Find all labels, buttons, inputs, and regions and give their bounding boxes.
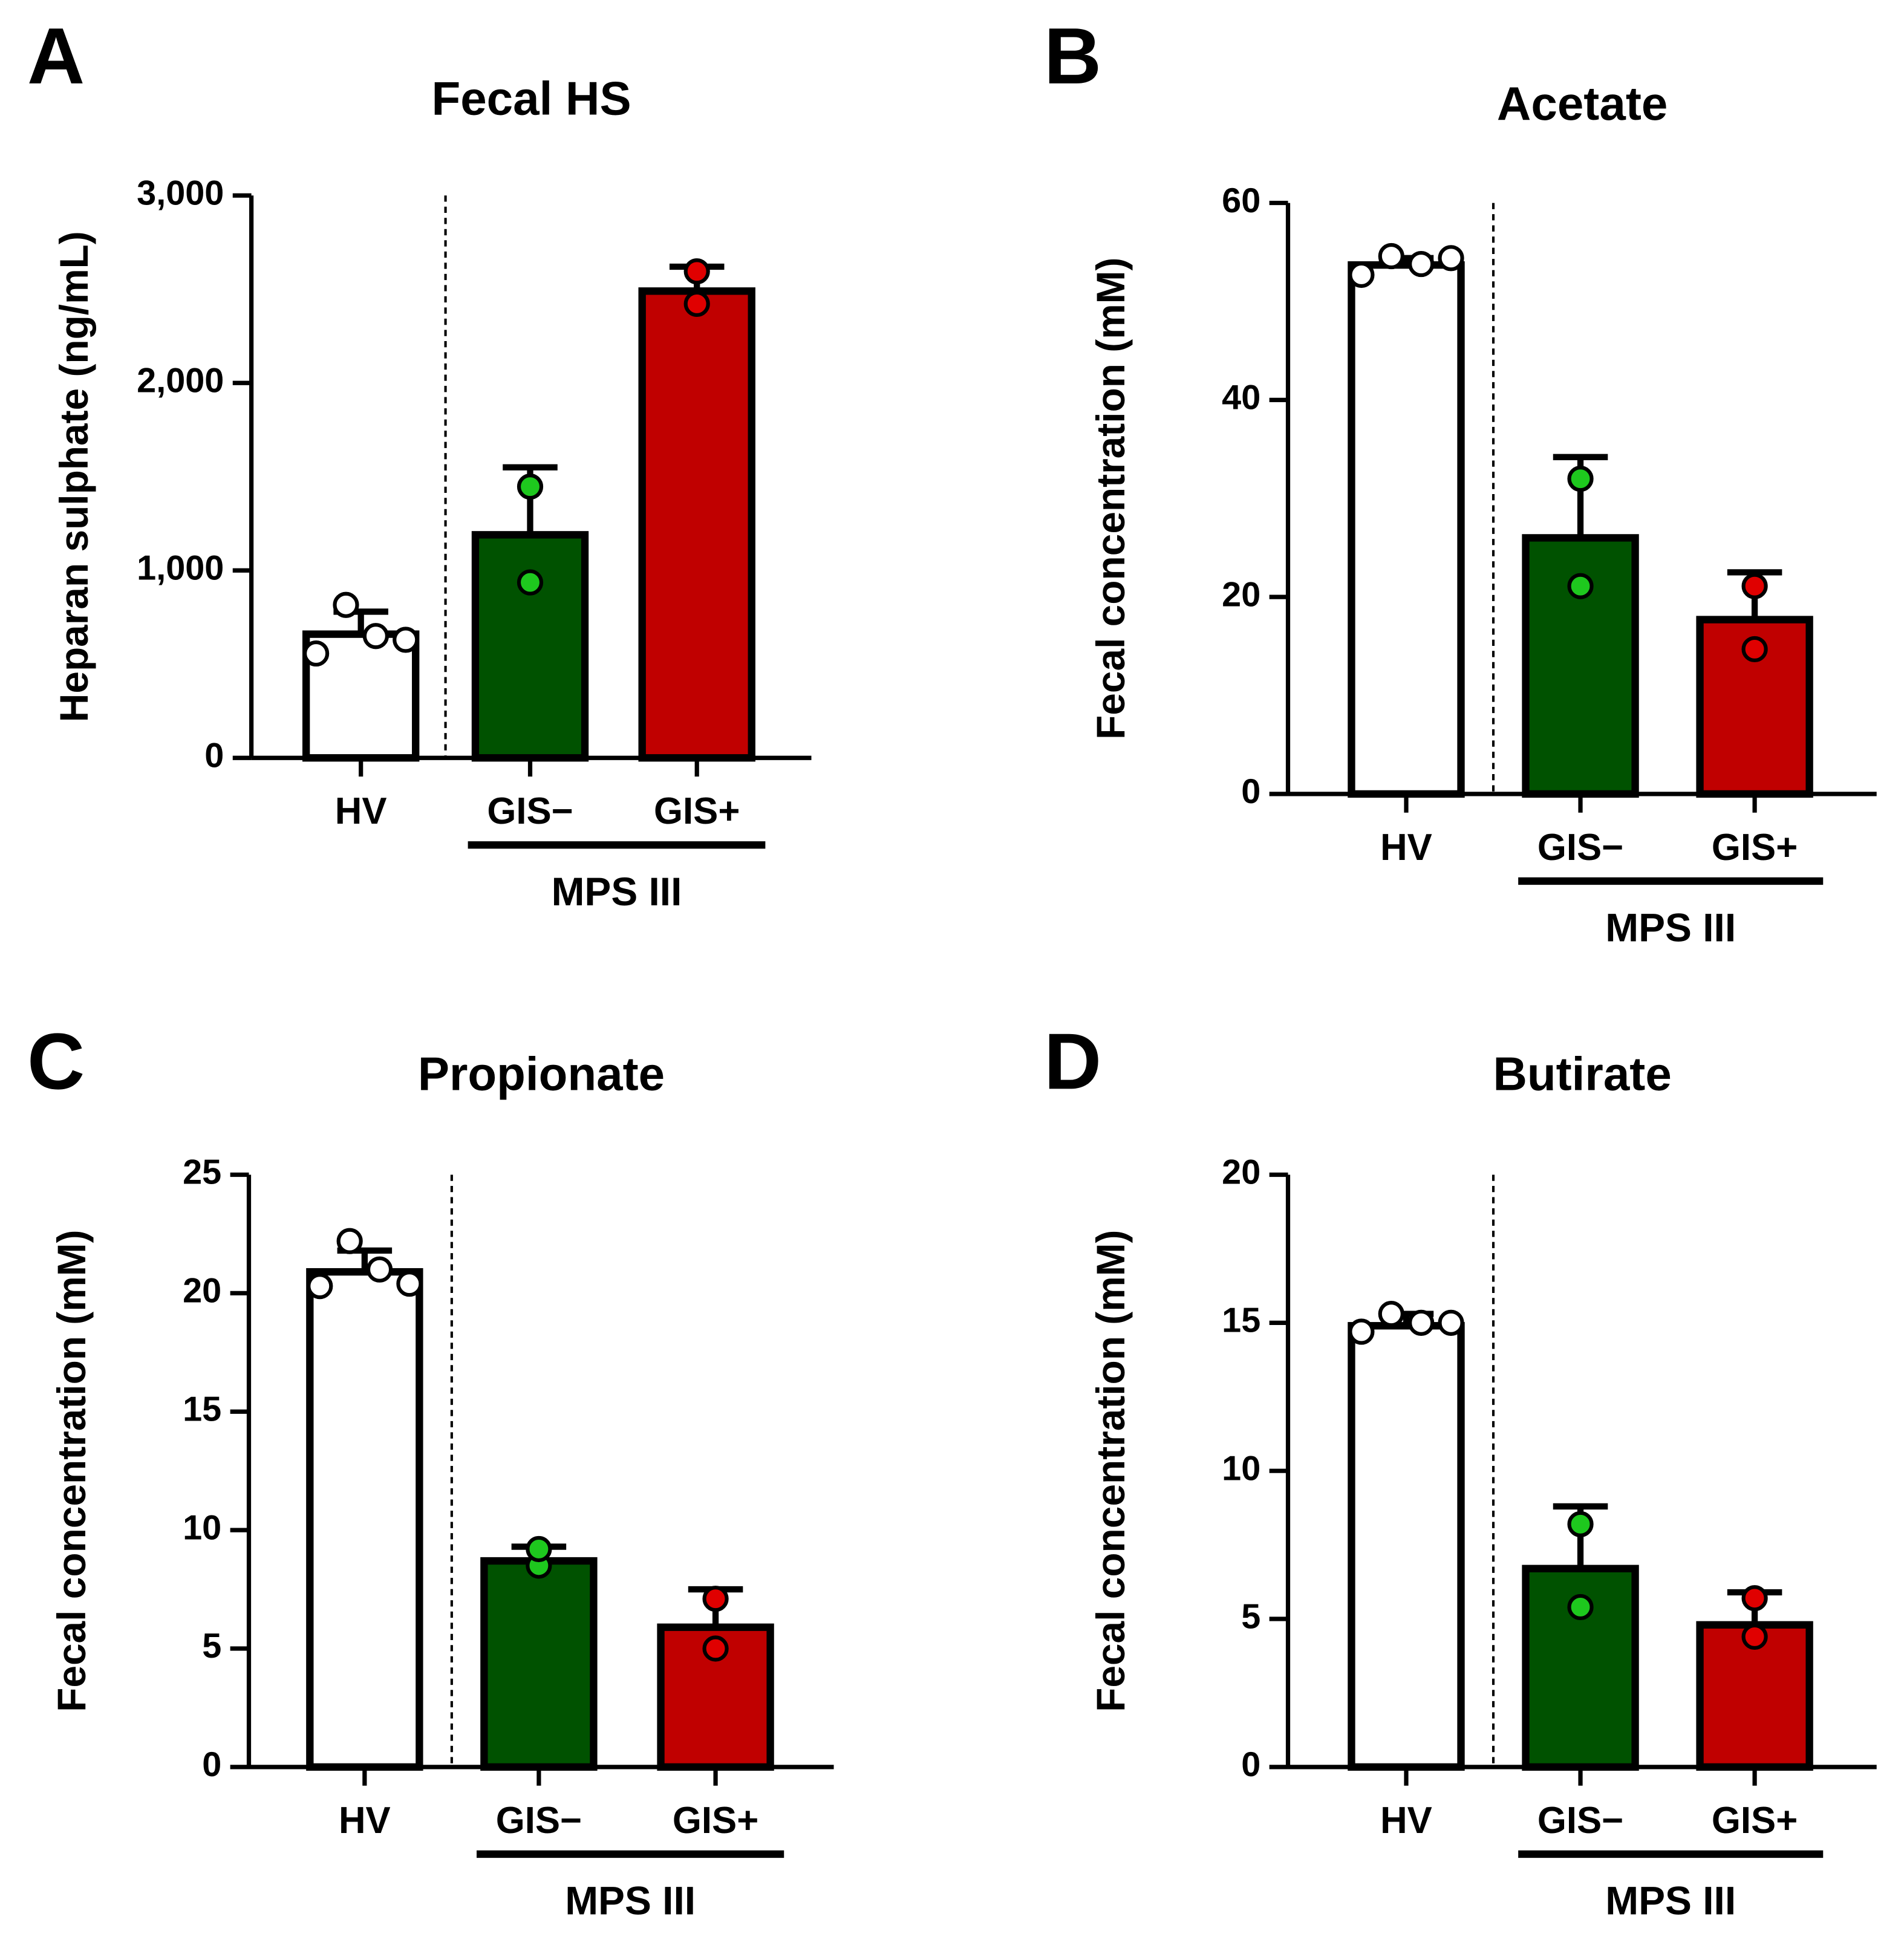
bar: [471, 531, 589, 762]
data-point: [336, 1228, 363, 1254]
bar: [638, 287, 755, 762]
data-point: [1378, 1301, 1404, 1327]
panel-letter: D: [1044, 1017, 1101, 1105]
y-tick-label: 10: [183, 1508, 221, 1547]
x-tick-label: HV: [335, 790, 387, 832]
x-tick-label: GIS−: [1537, 1800, 1623, 1841]
data-point: [702, 1635, 729, 1662]
panel-letter: C: [27, 1017, 85, 1105]
group-label: MPS III: [565, 1878, 696, 1923]
y-tick-label: 0: [202, 1745, 221, 1784]
data-point: [307, 1273, 333, 1300]
x-tick-label: GIS+: [1712, 827, 1798, 868]
panel-letter: B: [1044, 11, 1101, 100]
y-tick-label: 0: [204, 736, 224, 775]
x-tick-label: GIS−: [496, 1800, 582, 1841]
y-axis-label: Fecal concentration (mM): [1088, 258, 1133, 740]
x-tick-label: GIS+: [1712, 1800, 1798, 1841]
data-point: [362, 623, 389, 650]
group-label: MPS III: [552, 869, 682, 914]
x-tick-label: GIS+: [654, 790, 740, 832]
data-point: [1567, 1594, 1594, 1621]
data-point: [683, 290, 710, 317]
x-tick-label: HV: [1380, 827, 1432, 868]
y-axis-label: Fecal concentration (mM): [49, 1230, 94, 1712]
group-label: MPS III: [1605, 1878, 1736, 1923]
chart-title: Fecal HS: [431, 72, 631, 125]
y-tick-label: 40: [1222, 379, 1260, 417]
x-tick-label: GIS−: [487, 790, 573, 832]
data-point: [1741, 573, 1768, 599]
y-tick-label: 60: [1222, 181, 1260, 220]
chart-title: Propionate: [418, 1047, 665, 1101]
y-axis-label: Heparan sulphate (ng/mL): [51, 231, 96, 722]
data-point: [1348, 1318, 1375, 1345]
y-tick-label: 0: [1241, 772, 1260, 811]
data-point: [1408, 1309, 1435, 1336]
y-tick-label: 0: [1241, 1745, 1260, 1784]
group-label: MPS III: [1605, 905, 1736, 950]
data-point: [683, 258, 710, 285]
bar: [306, 1268, 423, 1771]
data-point: [1348, 261, 1375, 288]
bar: [1348, 261, 1465, 798]
y-tick-label: 2,000: [137, 361, 224, 400]
bar: [1348, 1322, 1465, 1771]
data-point: [526, 1535, 552, 1563]
y-tick-label: 25: [183, 1153, 221, 1192]
y-tick-label: 1,000: [137, 549, 224, 587]
data-point: [702, 1586, 729, 1612]
y-tick-label: 5: [202, 1627, 221, 1665]
y-tick-label: 5: [1241, 1597, 1260, 1636]
x-tick-label: HV: [339, 1800, 391, 1841]
chart-title: Butirate: [1493, 1047, 1671, 1101]
y-tick-label: 20: [1222, 575, 1260, 614]
bar: [480, 1557, 598, 1771]
data-point: [517, 569, 544, 596]
y-tick-label: 3,000: [137, 174, 224, 212]
y-tick-label: 15: [183, 1390, 221, 1428]
data-point: [1408, 250, 1435, 278]
y-tick-label: 20: [1222, 1153, 1260, 1192]
x-tick-label: HV: [1380, 1800, 1432, 1841]
y-axis-label: Fecal concentration (mM): [1088, 1230, 1133, 1712]
chart-title: Acetate: [1497, 77, 1668, 130]
data-point: [303, 640, 330, 667]
x-tick-label: GIS+: [673, 1800, 758, 1841]
data-point: [1438, 1309, 1464, 1336]
data-point: [1438, 245, 1464, 272]
x-tick-label: GIS−: [1537, 827, 1623, 868]
data-point: [366, 1256, 393, 1283]
data-point: [1741, 636, 1768, 663]
data-point: [1741, 1623, 1768, 1650]
panel-letter: A: [27, 11, 85, 100]
y-tick-label: 20: [183, 1272, 221, 1310]
data-point: [333, 591, 359, 618]
data-point: [1741, 1585, 1768, 1612]
data-point: [1567, 573, 1594, 599]
data-point: [1567, 1511, 1594, 1537]
data-point: [393, 627, 419, 653]
y-tick-label: 15: [1222, 1301, 1260, 1340]
data-point: [1567, 466, 1594, 492]
y-tick-label: 10: [1222, 1449, 1260, 1488]
data-point: [517, 474, 544, 500]
data-point: [396, 1271, 423, 1297]
data-point: [1378, 243, 1404, 270]
